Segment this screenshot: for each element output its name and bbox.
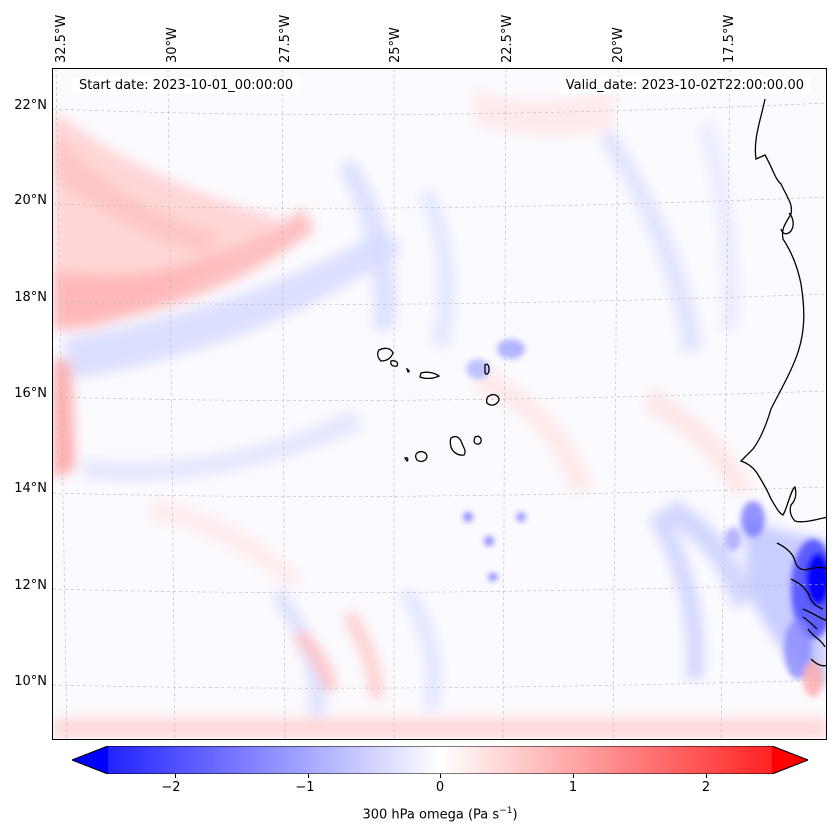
start-date-label: Start date: 2023-10-01_00:00:00 [73,77,300,94]
valid-date-label: Valid_date: 2023-10-02T22:00:00.00 [559,77,810,94]
lat-label: 16°N [14,386,47,401]
colorbar-extend-max [772,746,808,774]
colorbar-label: 300 hPa omega (Pa s−1) [362,806,518,823]
lat-label: 22°N [14,98,47,113]
colorbar [72,746,808,774]
lon-label: 30°W [165,27,180,63]
colorbar-tick-label: 2 [701,780,711,795]
lat-label: 10°N [14,674,47,689]
graticule [53,69,826,739]
colorbar-tickmark [440,774,441,778]
cape-verde-islands [377,347,500,463]
lon-label: 32.5°W [54,14,69,63]
map-panel[interactable]: Start date: 2023-10-01_00:00:00 Valid_da… [52,68,827,740]
field-patterns [53,89,826,739]
colorbar-tickmark [175,774,176,778]
lat-label: 18°N [14,290,47,305]
lon-label: 22.5°W [500,14,515,63]
colorbar-extend-min [72,746,108,774]
omega-field: Start date: 2023-10-01_00:00:00 Valid_da… [53,69,826,739]
lat-label: 12°N [14,578,47,593]
colorbar-bar [72,746,808,774]
lon-label: 27.5°W [278,14,293,63]
colorbar-tickmark [706,774,707,778]
colorbar-tick-label: −2 [161,780,181,795]
colorbar-tick-label: −1 [295,780,315,795]
lon-label: 25°W [388,27,403,63]
lat-label: 20°N [14,193,47,208]
colorbar-tick-label: 0 [435,780,445,795]
strong-upward-motion [463,339,826,697]
lon-label: 20°W [611,27,626,63]
colorbar-tick-label: 1 [568,780,578,795]
lon-label: 17.5°W [722,14,737,63]
coastline [739,98,826,667]
colorbar-tickmark [308,774,309,778]
lat-label: 14°N [14,481,47,496]
colorbar-tickmark [573,774,574,778]
